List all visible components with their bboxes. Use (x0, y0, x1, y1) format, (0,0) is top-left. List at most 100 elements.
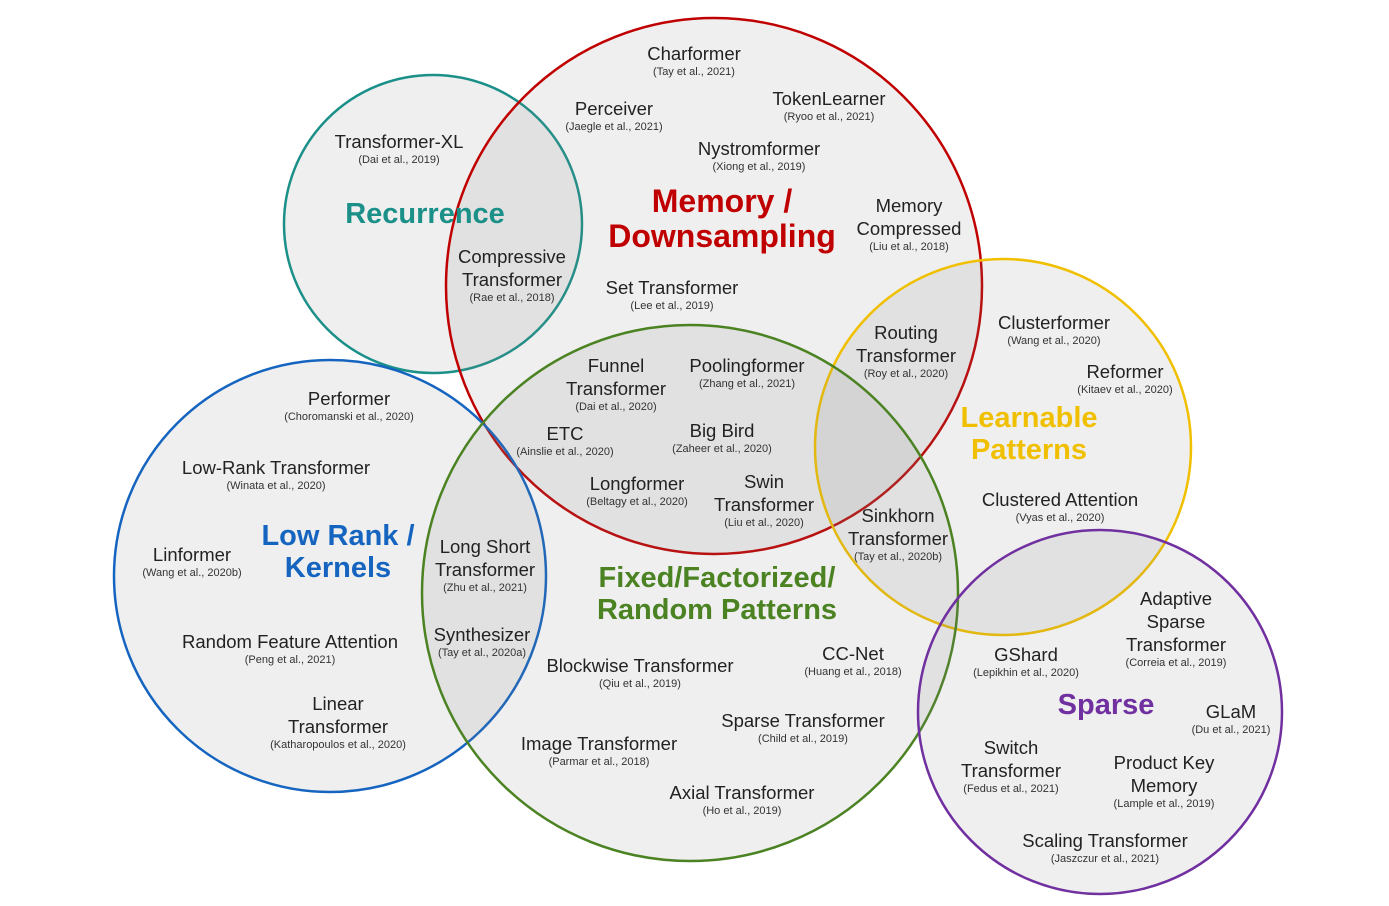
model-cc-net: CC-Net (Huang et al., 2018) (804, 642, 901, 680)
model-sinkhorn-transformer: Sinkhorn Transformer (Tay et al., 2020b) (848, 504, 948, 565)
model-memory-compressed: Memory Compressed (Liu et al., 2018) (857, 194, 962, 255)
model-citation: (Fedus et al., 2021) (963, 783, 1059, 795)
model-citation: (Katharopoulos et al., 2020) (270, 739, 406, 751)
model-name: Synthesizer (433, 624, 531, 645)
model-name: TokenLearner (772, 88, 886, 109)
model-citation: (Tay et al., 2021) (653, 66, 735, 78)
model-citation: (Ryoo et al., 2021) (783, 111, 875, 123)
model-name: GLaM (1205, 701, 1257, 722)
fixed-circle (420, 323, 960, 863)
sparse-group-label: Sparse (1057, 689, 1155, 722)
model-switch-transformer: Switch Transformer (Fedus et al., 2021) (961, 736, 1061, 797)
model-image-transformer: Image Transformer (Parmar et al., 2018) (521, 732, 677, 770)
model-name: ETC (546, 423, 584, 444)
model-name: Performer (307, 388, 391, 409)
model-name: Nystromformer (697, 138, 821, 159)
memory-group-label: Memory / Downsampling (608, 182, 836, 254)
model-name: Set Transformer (605, 277, 739, 298)
model-citation: (Liu et al., 2018) (869, 241, 949, 253)
model-random-feature-attention: Random Feature Attention (Peng et al., 20… (182, 630, 398, 668)
model-clusterformer: Clusterformer (Wang et al., 2020) (998, 311, 1110, 349)
model-name: Compressive Transformer (458, 246, 566, 290)
model-citation: (Rae et al., 2018) (469, 292, 555, 304)
model-transformer-xl: Transformer-XL (Dai et al., 2019) (335, 130, 464, 168)
model-blockwise-transformer: Blockwise Transformer (Qiu et al., 2019) (546, 654, 733, 692)
model-name: CC-Net (822, 643, 884, 664)
model-citation: (Child et al., 2019) (758, 733, 848, 745)
model-perceiver: Perceiver (Jaegle et al., 2021) (565, 97, 662, 135)
model-name: GShard (994, 644, 1058, 665)
model-name: Blockwise Transformer (546, 655, 734, 676)
model-sparse-transformer: Sparse Transformer (Child et al., 2019) (721, 709, 884, 747)
model-name: Charformer (647, 43, 741, 64)
model-poolingformer: Poolingformer (Zhang et al., 2021) (689, 354, 804, 392)
model-glam: GLaM (Du et al., 2021) (1192, 700, 1271, 738)
model-name: Long Short Transformer (434, 536, 536, 580)
model-citation: (Ho et al., 2019) (702, 805, 782, 817)
model-set-transformer: Set Transformer (Lee et al., 2019) (606, 276, 739, 314)
model-citation: (Lee et al., 2019) (630, 300, 714, 312)
model-citation: (Parmar et al., 2018) (548, 756, 650, 768)
model-citation: (Winata et al., 2020) (226, 480, 326, 492)
model-compressive-transformer: Compressive Transformer (Rae et al., 2018… (458, 245, 566, 306)
model-name: Longformer (589, 473, 685, 494)
model-citation: (Du et al., 2021) (1191, 724, 1271, 736)
model-citation: (Correia et al., 2019) (1125, 657, 1227, 669)
model-name: Reformer (1086, 361, 1164, 382)
learnable-group-label: Learnable Patterns (960, 402, 1098, 466)
model-citation: (Lepikhin et al., 2020) (973, 667, 1079, 679)
model-adaptive-sparse-transformer: Adaptive Sparse Transformer (Correia et a… (1126, 587, 1227, 671)
model-product-key-memory: Product Key Memory (Lample et al., 2019) (1114, 751, 1215, 812)
model-citation: (Xiong et al., 2019) (712, 161, 806, 173)
sparse-circle (916, 528, 1284, 896)
model-citation: (Tay et al., 2020b) (853, 551, 943, 563)
model-citation: (Dai et al., 2020) (575, 401, 657, 413)
model-citation: (Liu et al., 2020) (724, 517, 804, 529)
memory-circle (444, 16, 984, 556)
model-name: Funnel Transformer (565, 355, 667, 399)
model-big-bird: Big Bird (Zaheer et al., 2020) (672, 419, 772, 457)
model-citation: (Kitaev et al., 2020) (1077, 384, 1173, 396)
model-citation: (Zhu et al., 2021) (443, 582, 527, 594)
model-name: Poolingformer (689, 355, 805, 376)
model-name: Clustered Attention (981, 489, 1139, 510)
model-citation: (Lample et al., 2019) (1113, 798, 1215, 810)
model-performer: Performer (Choromanski et al., 2020) (284, 387, 414, 425)
model-reformer: Reformer (Kitaev et al., 2020) (1077, 360, 1172, 398)
recurrence-circle (282, 73, 584, 375)
model-name: Adaptive Sparse Transformer (1125, 588, 1227, 655)
model-citation: (Choromanski et al., 2020) (284, 411, 414, 423)
model-name: Linear Transformer (287, 693, 389, 737)
model-citation: (Roy et al., 2020) (863, 368, 949, 380)
model-name: Transformer-XL (334, 131, 464, 152)
model-longformer: Longformer (Beltagy et al., 2020) (586, 472, 688, 510)
model-synthesizer: Synthesizer (Tay et al., 2020a) (434, 623, 531, 661)
model-name: Switch Transformer (960, 737, 1062, 781)
model-low-rank-transformer: Low-Rank Transformer (Winata et al., 2020… (182, 456, 370, 494)
model-citation: (Tay et al., 2020a) (437, 647, 527, 659)
model-etc: ETC (Ainslie et al., 2020) (516, 422, 613, 460)
model-gshard: GShard (Lepikhin et al., 2020) (973, 643, 1079, 681)
model-citation: (Dai et al., 2019) (358, 154, 440, 166)
model-funnel-transformer: Funnel Transformer (Dai et al., 2020) (566, 354, 666, 415)
model-name: Memory Compressed (856, 195, 962, 239)
recurrence-group-label: Recurrence (345, 198, 505, 231)
model-name: Image Transformer (520, 733, 678, 754)
model-nystromformer: Nystromformer (Xiong et al., 2019) (698, 137, 820, 175)
learnable-circle (813, 257, 1193, 637)
model-name: Sparse Transformer (721, 710, 885, 731)
model-clustered-attention: Clustered Attention (Vyas et al., 2020) (982, 488, 1138, 526)
model-name: Clusterformer (997, 312, 1111, 333)
model-citation: (Wang et al., 2020b) (142, 567, 242, 579)
model-citation: (Beltagy et al., 2020) (586, 496, 688, 508)
model-tokenlearner: TokenLearner (Ryoo et al., 2021) (772, 87, 885, 125)
model-name: Sinkhorn Transformer (847, 505, 949, 549)
model-name: Scaling Transformer (1022, 830, 1188, 851)
model-linformer: Linformer (Wang et al., 2020b) (142, 543, 241, 581)
model-name: Swin Transformer (713, 471, 815, 515)
model-scaling-transformer: Scaling Transformer (Jaszczur et al., 202… (1022, 829, 1188, 867)
low-rank-group-label: Low Rank / Kernels (261, 520, 415, 584)
model-swin-transformer: Swin Transformer (Liu et al., 2020) (714, 470, 814, 531)
